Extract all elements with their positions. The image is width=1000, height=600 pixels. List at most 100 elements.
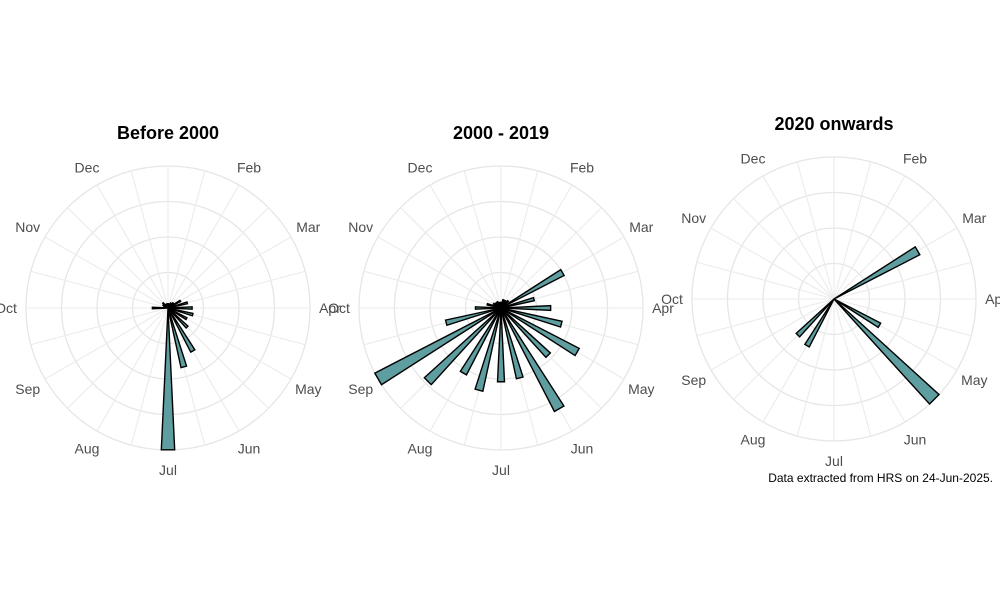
polar-bar [803,298,835,348]
grid-spoke [833,261,972,300]
month-label-apr: Apr [652,300,674,316]
month-label-may: May [628,381,654,397]
grid-spoke [30,307,169,346]
polar-bar [833,245,921,300]
grid-spoke [167,307,292,380]
grid-spoke [377,236,502,309]
polar-bar [459,307,502,376]
polar-bar [167,307,188,369]
polar-bar [167,307,196,354]
polar-bar [165,302,169,309]
month-label-jun: Jun [571,440,594,456]
month-label-may: May [295,381,321,397]
polar-bar [474,306,502,310]
grid-spoke [833,298,872,437]
month-label-jul: Jul [825,453,843,469]
polar-bar [373,307,502,386]
polar-bar [474,307,502,393]
polar-bar [833,298,882,329]
month-label-aug: Aug [75,440,100,456]
grid-spoke [130,307,169,446]
grid-spoke [363,270,502,309]
polar-bar [167,307,194,317]
grid-spoke [696,261,835,300]
grid-spoke [733,198,835,300]
month-label-oct: Oct [661,291,683,307]
polar-bar [167,299,182,309]
grid-spoke [833,298,972,337]
month-label-jun: Jun [904,431,927,447]
month-label-jul: Jul [159,462,177,478]
polar-bar [151,306,169,310]
polar-bar [167,306,193,310]
polar-bar [498,301,502,309]
polar-bar [500,304,552,312]
month-label-aug: Aug [741,431,766,447]
grid-spoke [167,170,206,309]
polar-bar [496,307,506,383]
grid-spoke [500,184,573,309]
grid-spoke [796,298,835,437]
month-label-aug: Aug [408,440,433,456]
month-label-feb: Feb [237,160,261,176]
grid-spoke [96,307,169,432]
grid-spoke [500,207,602,309]
polar-panel-2020-onwards: 2020 onwards Feb Mar Apr May Jun Jul Aug Sep Oct… [661,114,1000,469]
month-label-apr: Apr [319,300,341,316]
grid-spoke [463,170,502,309]
grid-spoke [833,175,906,300]
month-label-jun: Jun [238,440,261,456]
polar-bar [167,301,189,309]
panel-title: Before 2000 [117,123,219,143]
month-label-nov: Nov [15,219,40,235]
polar-bar [167,307,188,321]
month-label-may: May [961,372,987,388]
grid-spoke [429,184,502,309]
polar-bar [500,307,565,413]
grid-spoke [710,298,835,371]
polar-panel-before-2000: Before 2000 Feb Mar Apr May Jun Jul Aug Sep Oct N… [0,123,341,478]
polar-bar [500,307,524,380]
polar-bar [833,298,941,406]
panel-title: 2020 onwards [774,114,893,134]
grid-spoke [167,236,292,309]
grid-spoke [696,298,835,337]
grid-spoke [44,307,169,380]
grid-spoke [796,161,835,300]
grid-spoke [167,270,306,309]
data-source-caption: Data extracted from HRS on 24-Jun-2025. [768,471,993,485]
grid-spoke [30,270,169,309]
grid-spoke [710,227,835,300]
grid-spoke [44,236,169,309]
month-label-dec: Dec [75,160,100,176]
month-label-sep: Sep [681,372,706,388]
month-label-nov: Nov [681,210,706,226]
month-label-mar: Mar [629,219,653,235]
polar-bar [444,307,502,327]
grid-spoke [167,184,240,309]
grid-spoke [167,207,269,309]
month-label-apr: Apr [985,291,1000,307]
polar-bar [160,307,176,451]
month-label-sep: Sep [348,381,373,397]
grid-spoke [67,307,169,409]
polar-bar [500,307,563,328]
polar-bar [500,307,552,359]
polar-bar [500,296,536,309]
polar-bar [167,307,189,329]
polar-bar [500,307,581,357]
month-label-feb: Feb [570,160,594,176]
polar-bar [423,307,502,386]
grid-spoke [833,161,872,300]
grid-spoke [762,175,835,300]
polar-panel-2000-2019: 2000 - 2019 Feb Mar Apr May Jun Jul Aug Sep Oct N… [328,123,674,478]
polar-bar [795,298,835,338]
month-label-feb: Feb [903,151,927,167]
grid-spoke [500,170,539,309]
month-label-mar: Mar [962,210,986,226]
grid-spoke [67,207,169,309]
month-label-oct: Oct [0,300,17,316]
month-label-dec: Dec [408,160,433,176]
panel-title: 2000 - 2019 [453,123,549,143]
polar-bar [500,268,566,309]
